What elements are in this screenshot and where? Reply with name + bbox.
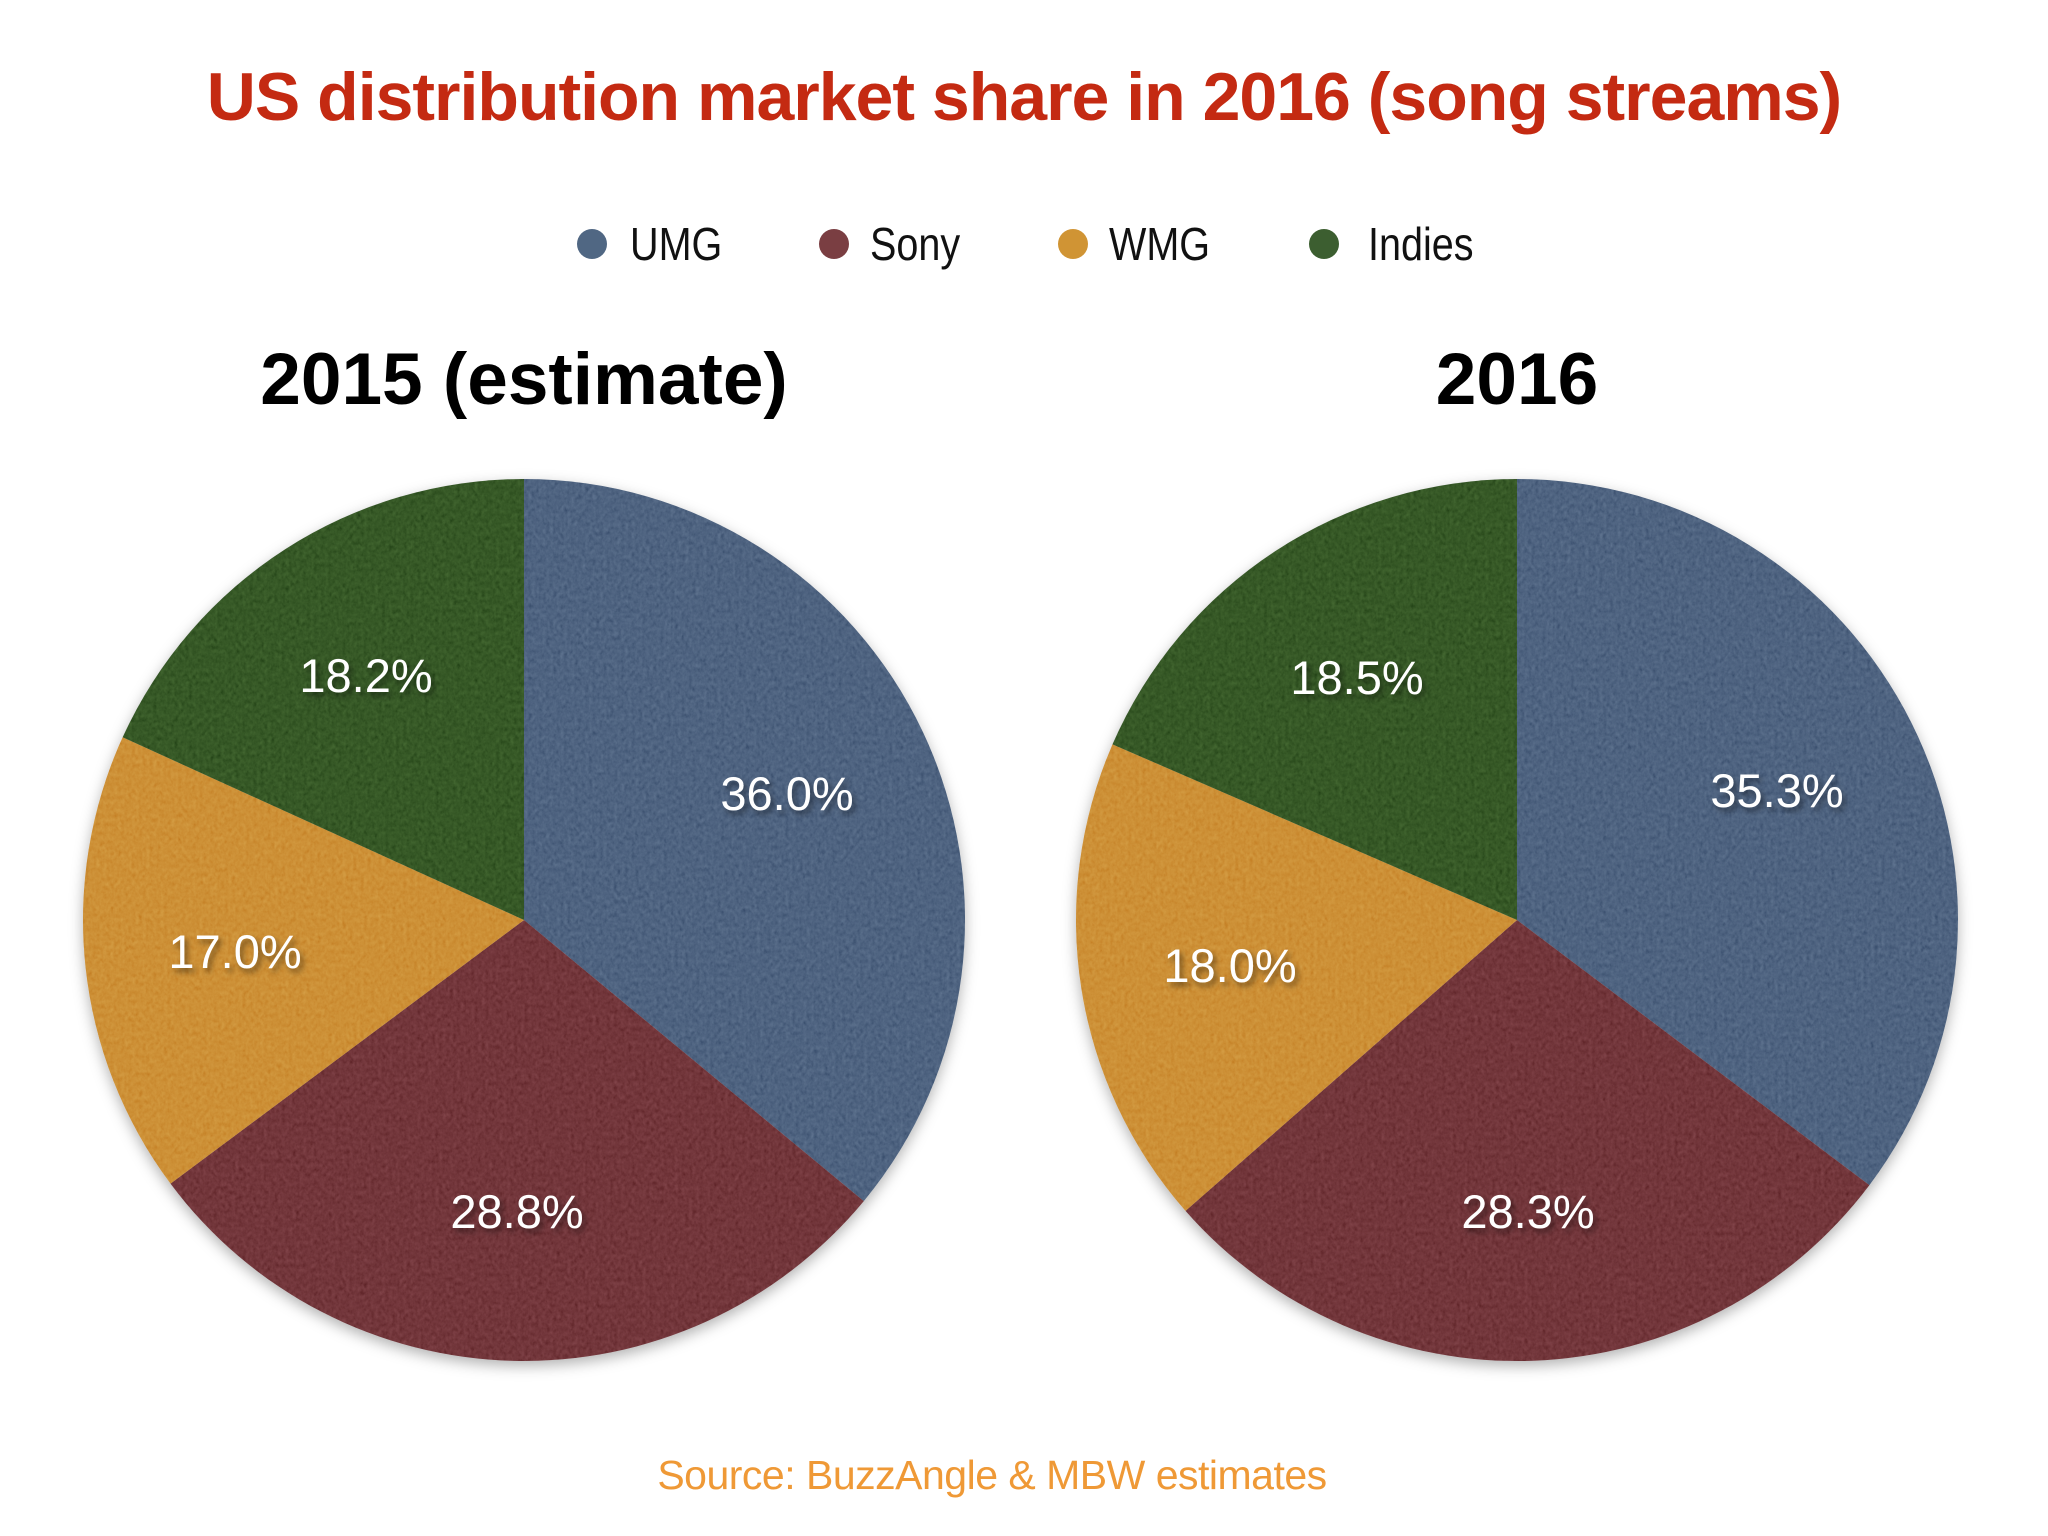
svg-text:35.3%: 35.3% [1710,764,1843,817]
svg-text:18.5%: 18.5% [1290,651,1423,704]
svg-text:18.0%: 18.0% [1163,939,1296,992]
svg-text:18.2%: 18.2% [299,649,432,702]
svg-text:28.3%: 28.3% [1461,1185,1594,1238]
svg-text:36.0%: 36.0% [720,767,853,820]
svg-text:28.8%: 28.8% [450,1185,583,1238]
svg-text:17.0%: 17.0% [168,925,301,978]
